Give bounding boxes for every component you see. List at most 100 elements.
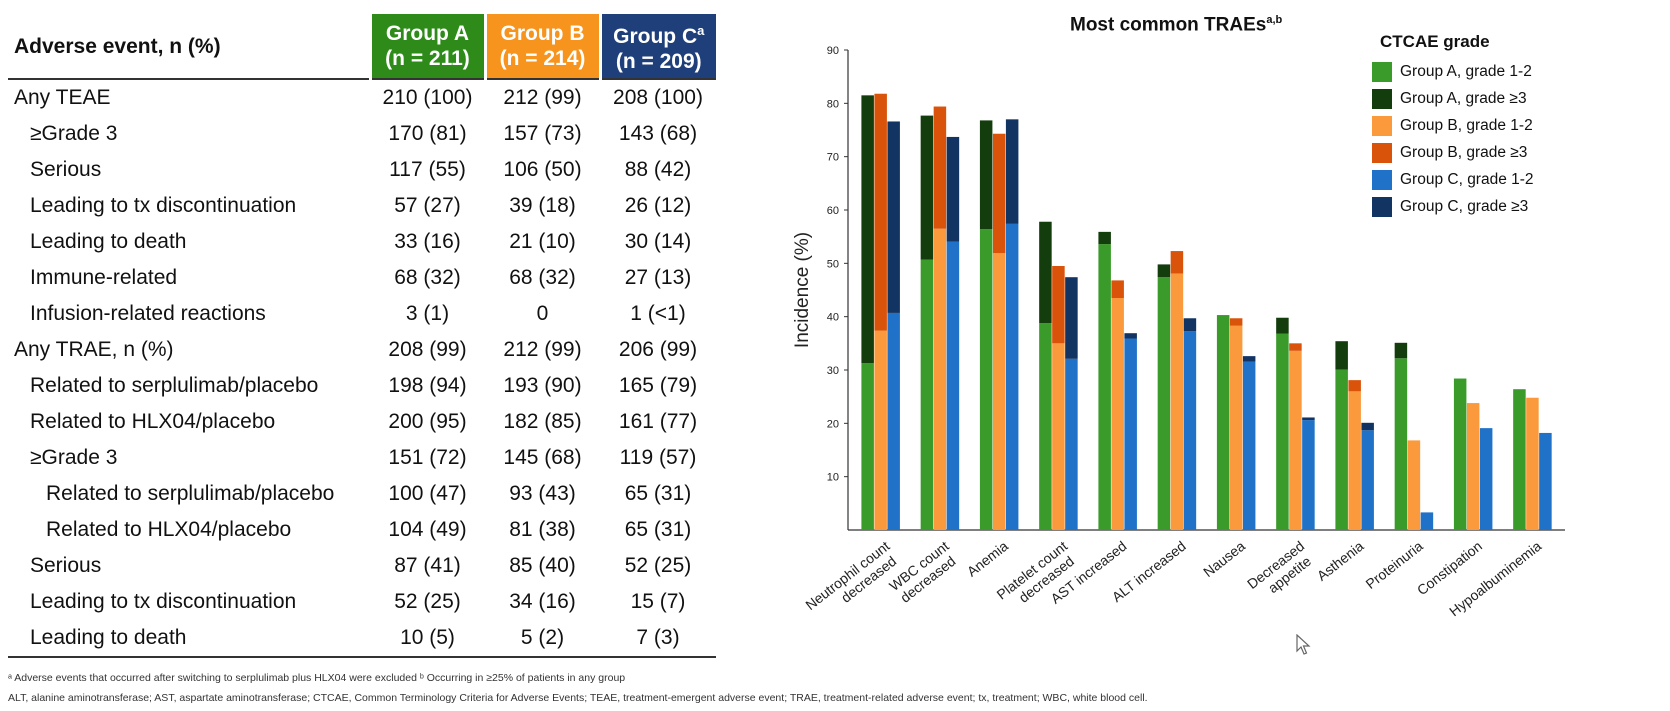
row-label: Infusion-related reactions <box>30 302 266 325</box>
bar-decreased-appetite-group-c-grade-3plus <box>1302 417 1315 421</box>
bar-nausea-group-c-grade-1-2 <box>1242 361 1256 530</box>
group-c-value: 161 (77) <box>618 410 698 433</box>
y-tick-label: 40 <box>827 312 839 324</box>
group-b-name: Group B <box>500 22 585 45</box>
row-label: Leading to tx discontinuation <box>30 194 297 217</box>
bar-wbc-count-decreased-group-b-grade-1-2 <box>933 228 947 530</box>
bar-decreased-appetite-group-c-grade-1-2 <box>1302 420 1315 530</box>
table-row: Any TRAE, n (%) 208 (99) 212 (99) 206 (99) <box>8 332 716 368</box>
x-category-label-line: Anemia <box>964 538 1011 580</box>
bar-neutrophil-count-decreased-group-c-grade-1-2 <box>887 312 900 530</box>
row-label: Leading to tx discontinuation <box>30 590 297 613</box>
bar-platelet-count-decreased-group-a-grade-1-2 <box>1039 323 1052 530</box>
bar-asthenia-group-a-grade-3plus <box>1335 341 1348 370</box>
group-a-value: 198 (94) <box>388 374 467 397</box>
group-b-value: 34 (16) <box>509 590 576 613</box>
legend-label: Group B, grade ≥3 <box>1400 143 1528 161</box>
row-label: Any TRAE, n (%) <box>14 338 174 361</box>
bar-nausea-group-c-grade-3plus <box>1242 356 1256 362</box>
bar-nausea-group-b-grade-1-2 <box>1229 325 1243 530</box>
bar-platelet-count-decreased-group-c-grade-3plus <box>1065 277 1078 359</box>
table-row: Serious 117 (55) 106 (50) 88 (42) <box>8 152 716 188</box>
x-category-label-line: Nausea <box>1200 538 1248 580</box>
x-category-label: Decreasedappetite <box>1244 538 1317 605</box>
group-c-n: (n = 209) <box>615 50 702 73</box>
bar-constipation-group-b-grade-1-2 <box>1466 403 1480 530</box>
legend-swatch <box>1372 169 1392 190</box>
legend-label: Group C, grade ≥3 <box>1400 197 1529 215</box>
legend-item: Group A, grade ≥3 <box>1372 85 1572 112</box>
bar-proteinuria-group-b-grade-1-2 <box>1407 440 1421 530</box>
bar-wbc-count-decreased-group-c-grade-3plus <box>946 136 960 242</box>
group-c-name-line: Group Ca <box>602 18 717 49</box>
bar-asthenia-group-b-grade-3plus <box>1348 380 1361 392</box>
x-category-label: Anemia <box>964 538 1011 580</box>
bar-asthenia-group-a-grade-1-2 <box>1335 369 1348 530</box>
table-row: Infusion-related reactions 3 (1) 0 1 (<1) <box>8 296 716 332</box>
bar-constipation-group-c-grade-1-2 <box>1479 428 1493 530</box>
group-b-value: 212 (99) <box>503 86 582 109</box>
bar-anemia-group-a-grade-3plus <box>979 120 993 230</box>
row-header-title: Adverse event, n (%) <box>8 14 370 80</box>
group-b-value: 212 (99) <box>503 338 582 361</box>
group-c-value: 7 (3) <box>600 620 716 658</box>
group-b-value: 145 (68) <box>503 446 582 469</box>
bar-anemia-group-c-grade-3plus <box>1005 119 1019 224</box>
group-c-value: 143 (68) <box>618 122 698 145</box>
bar-asthenia-group-c-grade-1-2 <box>1361 430 1374 530</box>
group-c-value: 65 (31) <box>624 518 692 541</box>
group-c-value: 15 (7) <box>630 590 686 613</box>
legend-label: Group A, grade ≥3 <box>1400 89 1527 107</box>
group-a-header: Group A (n = 211) <box>368 14 485 80</box>
bar-neutrophil-count-decreased-group-b-grade-3plus <box>874 93 887 331</box>
group-c-value: 30 (14) <box>624 230 692 253</box>
x-category-label: Asthenia <box>1314 538 1367 584</box>
y-axis-title: Incidence (%) <box>792 232 813 348</box>
bar-nausea-group-a-grade-1-2 <box>1216 315 1230 530</box>
group-a-value: 151 (72) <box>388 446 467 469</box>
y-tick-label: 90 <box>827 45 839 57</box>
legend-label: Group B, grade 1-2 <box>1400 116 1533 134</box>
group-b-value: 157 (73) <box>503 122 582 145</box>
chart-title-footnote: a,b <box>1266 14 1283 26</box>
legend-title: CTCAE grade <box>1380 32 1490 51</box>
group-c-name: Group C <box>613 25 698 48</box>
group-b-value: 93 (43) <box>509 482 576 505</box>
bar-anemia-group-a-grade-1-2 <box>979 229 993 530</box>
legend-swatch <box>1372 115 1392 136</box>
table-row: Leading to tx discontinuation 52 (25) 34 (… <box>8 584 716 620</box>
row-label: ≥Grade 3 <box>30 446 118 469</box>
bar-neutrophil-count-decreased-group-a-grade-1-2 <box>861 363 874 530</box>
group-b-n: (n = 214) <box>499 47 586 70</box>
bar-neutrophil-count-decreased-group-a-grade-3plus <box>861 95 874 364</box>
bar-wbc-count-decreased-group-a-grade-3plus <box>920 115 934 260</box>
group-a-value: 52 (25) <box>394 590 461 613</box>
group-a-value: 104 (49) <box>388 518 467 541</box>
group-c-value: 88 (42) <box>624 158 692 181</box>
bar-decreased-appetite-group-a-grade-1-2 <box>1276 333 1289 530</box>
group-b-value: 182 (85) <box>503 410 582 433</box>
group-c-value: 119 (57) <box>619 446 697 469</box>
row-label: Related to HLX04/placebo <box>30 410 276 433</box>
legend-item: Group C, grade ≥3 <box>1372 193 1572 220</box>
bar-ast-increased-group-c-grade-1-2 <box>1124 338 1137 530</box>
bar-hypoalbuminemia-group-c-grade-1-2 <box>1539 432 1552 530</box>
group-a-value: 100 (47) <box>388 482 467 505</box>
group-c-footnote-marker: a <box>697 23 705 38</box>
mouse-pointer-icon <box>1296 634 1311 655</box>
group-c-value: 206 (99) <box>618 338 698 361</box>
legend-item: Group C, grade 1-2 <box>1372 166 1572 193</box>
x-category-label: Nausea <box>1200 538 1248 580</box>
group-a-value: 208 (99) <box>388 338 467 361</box>
bar-proteinuria-group-c-grade-1-2 <box>1420 512 1434 530</box>
group-a-value: 170 (81) <box>388 122 467 145</box>
chart-title-text: Most common TRAEs <box>1070 14 1267 36</box>
bar-proteinuria-group-a-grade-1-2 <box>1394 358 1408 530</box>
x-category-label: WBC countdecreased <box>886 538 962 607</box>
table-row: Leading to tx discontinuation 57 (27) 39 (… <box>8 188 716 224</box>
bar-decreased-appetite-group-b-grade-1-2 <box>1289 350 1302 530</box>
y-tick-label: 70 <box>827 152 839 164</box>
row-label: Serious <box>30 158 102 181</box>
group-c-value: 26 (12) <box>624 194 692 217</box>
